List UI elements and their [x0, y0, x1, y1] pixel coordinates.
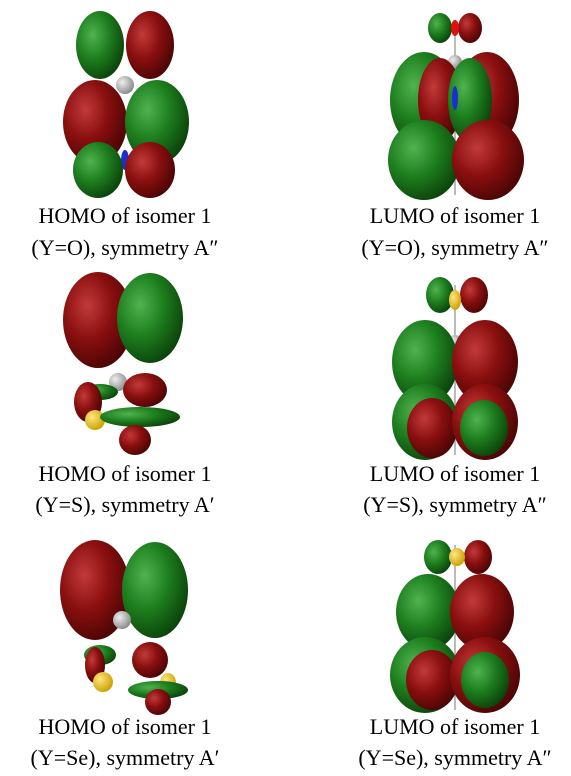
orbital-lobe [73, 142, 123, 198]
orbital-lobe [132, 642, 168, 678]
orbital-lobe [426, 277, 454, 313]
orbital-lobe [460, 400, 508, 456]
orbital-lobe [123, 373, 167, 407]
orbital-lobe [406, 650, 458, 710]
caption: LUMO of isomer 1 [370, 461, 540, 486]
orbital-lobe [76, 11, 124, 79]
orbital-lobe [428, 13, 452, 43]
orbital-lobe [461, 652, 509, 708]
orbital-lobe [452, 120, 524, 200]
orbital-lobe [449, 548, 465, 566]
orbital-lobe [460, 277, 488, 313]
orbital-images [60, 11, 524, 715]
orbital-lobe [93, 672, 113, 692]
orbital-lobe [388, 120, 460, 200]
orbital-lobe [449, 290, 461, 310]
caption: (Y=O), symmetry A″ [361, 235, 548, 260]
caption: HOMO of isomer 1 [39, 461, 212, 486]
figure: HOMO of isomer 1 (Y=O), symmetry A″ LUMO… [0, 0, 571, 776]
caption: (Y=O), symmetry A″ [31, 235, 218, 260]
orbital-lobe [100, 407, 180, 427]
caption: (Y=Se), symmetry A′ [31, 745, 220, 770]
orbital-lobe [458, 13, 482, 43]
caption: LUMO of isomer 1 [370, 714, 540, 739]
orbital-lobe [126, 11, 174, 79]
caption: (Y=S), symmetry A″ [363, 492, 547, 517]
orbital-lobe [122, 542, 188, 638]
orbital-lobe [119, 425, 151, 455]
orbital-lobe [407, 398, 457, 458]
orbital-lobe [145, 689, 171, 715]
orbital-lobe [424, 540, 452, 574]
caption: HOMO of isomer 1 [39, 714, 212, 739]
orbital-lobe [451, 20, 459, 36]
orbital-lobe [125, 142, 175, 198]
orbital-lobe [117, 273, 183, 363]
caption: HOMO of isomer 1 [39, 203, 212, 228]
caption: (Y=Se), symmetry A″ [358, 745, 551, 770]
caption: LUMO of isomer 1 [370, 203, 540, 228]
orbital-lobe [116, 76, 134, 94]
orbital-lobe [452, 86, 458, 110]
orbital-lobe [464, 540, 492, 574]
orbital-lobe [113, 611, 131, 629]
caption: (Y=S), symmetry A′ [35, 492, 214, 517]
